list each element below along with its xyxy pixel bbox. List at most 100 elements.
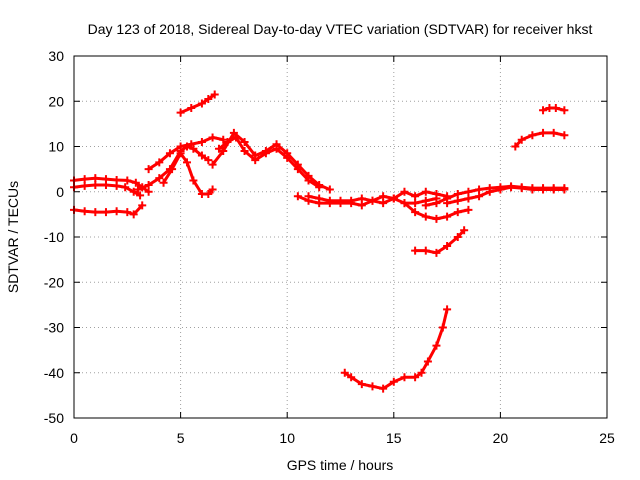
data-point: [560, 131, 569, 140]
data-point: [197, 151, 206, 160]
data-point: [528, 131, 537, 140]
data-point: [272, 144, 281, 153]
data-point: [368, 382, 377, 391]
data-point: [347, 196, 356, 205]
data-point: [453, 190, 462, 199]
data-point: [155, 158, 164, 167]
data-point: [432, 199, 441, 208]
data-point: [357, 380, 366, 389]
data-point: [400, 373, 409, 382]
data-point: [528, 185, 537, 194]
data-point: [379, 384, 388, 393]
data-point: [197, 137, 206, 146]
data-point: [159, 178, 168, 187]
data-point: [144, 180, 153, 189]
y-tick-label: 0: [56, 184, 64, 200]
data-point: [315, 183, 324, 192]
x-ticks: 0 5 10 15 20 25: [70, 56, 615, 446]
data-point: [80, 181, 89, 190]
data-point: [443, 199, 452, 208]
data-point: [210, 90, 219, 99]
y-tick-label: -40: [44, 365, 64, 381]
data-point: [464, 205, 473, 214]
data-point: [336, 196, 345, 205]
data-point: [421, 212, 430, 221]
data-point: [189, 144, 198, 153]
data-point: [389, 377, 398, 386]
data-point: [549, 185, 558, 194]
data-point: [165, 149, 174, 158]
data-point: [539, 185, 548, 194]
x-tick-label: 15: [386, 430, 402, 446]
data-point: [293, 165, 302, 174]
y-tick-label: -20: [44, 274, 64, 290]
data-point: [176, 149, 185, 158]
data-point: [204, 190, 213, 199]
data-point: [232, 133, 241, 142]
y-tick-label: -10: [44, 229, 64, 245]
data-point: [325, 185, 334, 194]
data-point: [204, 156, 213, 165]
data-point: [91, 174, 100, 183]
data-point: [129, 210, 138, 219]
x-tick-label: 0: [70, 430, 78, 446]
y-tick-label: 10: [48, 139, 64, 155]
data-point: [411, 373, 420, 382]
data-point: [539, 106, 548, 115]
data-point: [214, 144, 223, 153]
y-tick-label: -30: [44, 320, 64, 336]
data-point: [443, 212, 452, 221]
data-point: [421, 201, 430, 210]
data-point: [91, 180, 100, 189]
data-point: [80, 175, 89, 184]
data-point: [176, 108, 185, 117]
data-point: [144, 165, 153, 174]
y-ticks: -50 -40 -30 -20 -10 0 10 20 30: [44, 48, 607, 426]
data-point: [80, 207, 89, 216]
series-line-s8: [211, 131, 332, 191]
data-point: [101, 208, 110, 217]
data-point: [507, 183, 516, 192]
data-point: [304, 192, 313, 201]
data-point: [432, 214, 441, 223]
data-point: [438, 323, 447, 332]
data-point: [464, 194, 473, 203]
data-point: [304, 176, 313, 185]
data-point: [189, 176, 198, 185]
data-point: [131, 178, 140, 187]
data-point: [197, 99, 206, 108]
y-tick-label: 30: [48, 48, 64, 64]
data-point: [432, 248, 441, 257]
data-point: [208, 133, 217, 142]
data-point: [411, 246, 420, 255]
data-point: [400, 187, 409, 196]
data-point: [208, 160, 217, 169]
data-point: [219, 135, 228, 144]
data-point: [240, 137, 249, 146]
data-point: [182, 158, 191, 167]
x-tick-label: 5: [177, 430, 185, 446]
data-point: [182, 142, 191, 151]
data-point: [168, 165, 177, 174]
data-point: [129, 187, 138, 196]
data-point: [315, 194, 324, 203]
data-point: [187, 104, 196, 113]
data-point: [539, 128, 548, 137]
data-point: [517, 135, 526, 144]
data-point: [379, 199, 388, 208]
data-point: [325, 196, 334, 205]
data-point: [421, 187, 430, 196]
data-point: [368, 196, 377, 205]
data-point: [251, 156, 260, 165]
data-point: [475, 192, 484, 201]
data-point: [460, 226, 469, 235]
data-point: [517, 184, 526, 193]
data-point: [411, 208, 420, 217]
data-point: [293, 192, 302, 201]
data-point: [347, 373, 356, 382]
data-point: [411, 192, 420, 201]
data-point: [485, 187, 494, 196]
data-point: [400, 199, 409, 208]
data-point: [144, 187, 153, 196]
data-point: [283, 153, 292, 162]
